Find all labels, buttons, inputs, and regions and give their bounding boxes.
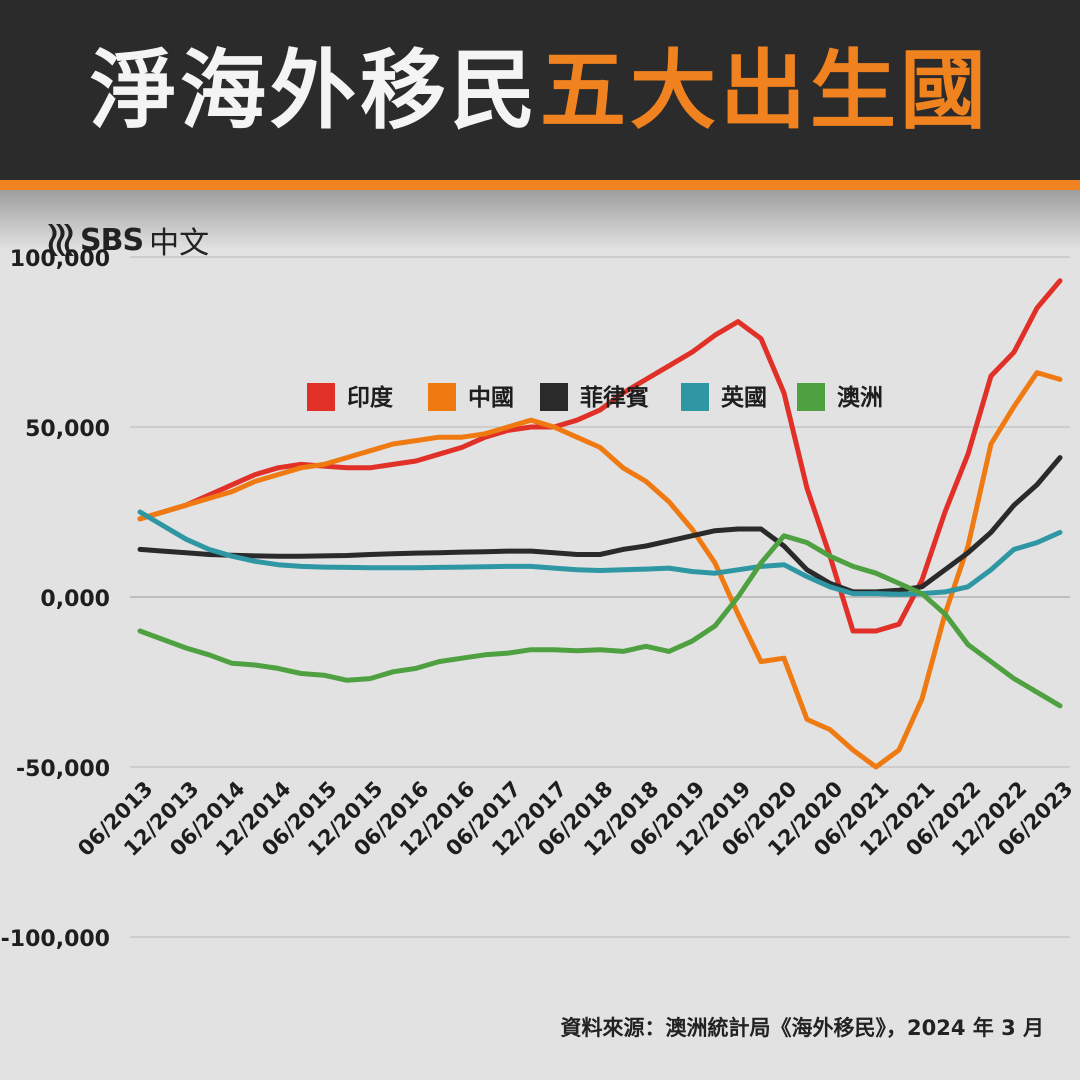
legend-label: 中國 bbox=[468, 385, 514, 411]
legend-label: 印度 bbox=[347, 384, 394, 411]
title-orange-part: 五大出生國 bbox=[540, 41, 990, 141]
series-line-澳洲 bbox=[137, 533, 1063, 709]
y-tick-label: -50,000 bbox=[16, 757, 110, 782]
y-axis-labels: 100,000 50,000 0,000 -50,000 -100,000 bbox=[1, 247, 110, 952]
header-shadow bbox=[0, 190, 1080, 250]
series-lines bbox=[137, 278, 1063, 770]
legend-swatch bbox=[428, 383, 456, 411]
y-tick-label: 0,000 bbox=[40, 587, 110, 612]
header-bar: 淨海外移民五大出生國 bbox=[0, 0, 1080, 190]
logo-subtext: 中文 bbox=[149, 226, 210, 261]
legend-label: 英國 bbox=[721, 384, 767, 411]
page-title: 淨海外移民五大出生國 bbox=[0, 36, 1080, 146]
series-line-印度 bbox=[137, 278, 1063, 634]
y-tick-label: 100,000 bbox=[10, 247, 110, 272]
legend-swatch bbox=[540, 383, 568, 411]
legend: 印度 中國 菲律賓 英國 澳洲 bbox=[307, 383, 883, 411]
legend-swatch bbox=[307, 383, 335, 411]
legend-label: 菲律賓 bbox=[580, 384, 649, 411]
source-note: 資料來源：澳洲統計局《海外移民》，2024 年 3 月 bbox=[560, 1016, 1045, 1040]
series-line-英國 bbox=[137, 509, 1063, 597]
sbs-logo: SBS 中文 bbox=[46, 218, 209, 262]
y-tick-label: -100,000 bbox=[1, 927, 110, 952]
title-white-part: 淨海外移民 bbox=[90, 41, 540, 141]
series-line-中國 bbox=[137, 370, 1063, 770]
logo-text: SBS bbox=[80, 222, 144, 258]
legend-label: 澳洲 bbox=[837, 385, 883, 411]
x-axis-labels: 06/201312/201306/201412/201406/201512/20… bbox=[73, 777, 1077, 861]
y-tick-label: 50,000 bbox=[25, 417, 110, 442]
legend-swatch bbox=[797, 383, 825, 411]
legend-swatch bbox=[681, 383, 709, 411]
sbs-wave-icon bbox=[48, 224, 74, 256]
